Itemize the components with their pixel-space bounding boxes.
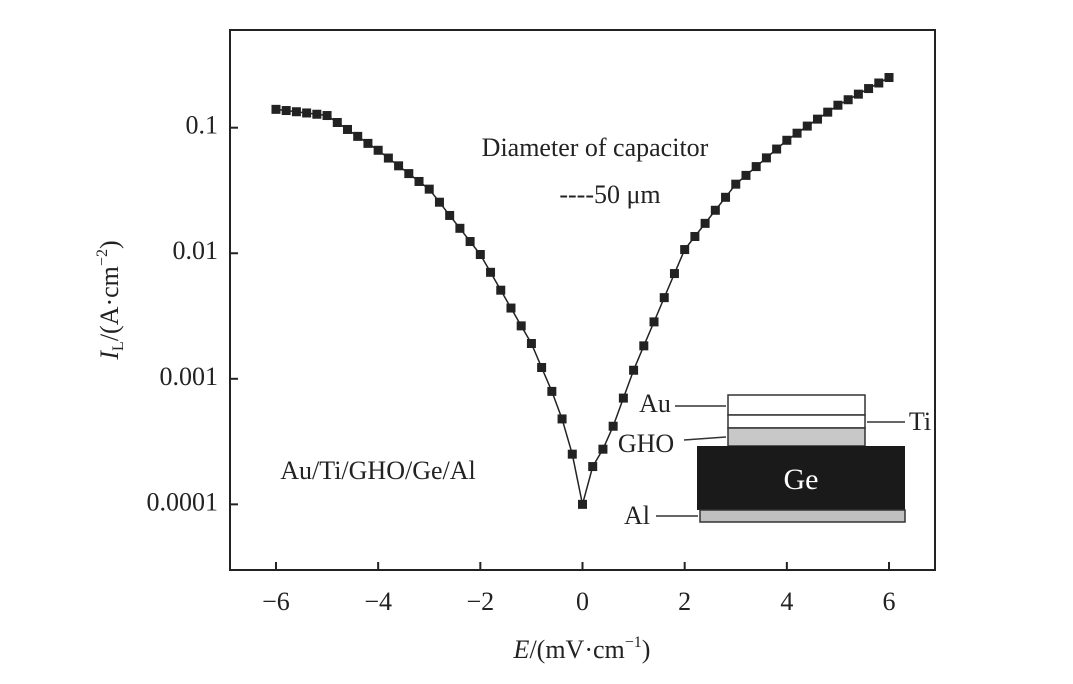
marker xyxy=(608,421,618,431)
marker xyxy=(782,135,792,145)
annotation: Diameter of capacitor xyxy=(482,133,709,162)
marker xyxy=(578,499,587,509)
marker xyxy=(588,462,598,472)
y-tick-label: 0.001 xyxy=(160,362,219,391)
marker xyxy=(516,321,526,331)
marker xyxy=(496,285,506,295)
marker xyxy=(353,131,363,141)
marker xyxy=(445,210,455,220)
annotation: ----50 μm xyxy=(559,180,660,209)
inset-label: Ti xyxy=(909,407,931,436)
marker xyxy=(884,73,894,83)
x-tick-label: −6 xyxy=(262,587,290,616)
marker xyxy=(751,162,761,172)
x-tick-label: 2 xyxy=(678,587,691,616)
marker xyxy=(455,223,465,233)
y-tick-label: 0.1 xyxy=(186,111,219,140)
marker xyxy=(802,121,812,131)
marker xyxy=(404,169,414,179)
marker xyxy=(864,84,874,94)
marker xyxy=(629,365,639,375)
marker xyxy=(557,414,567,424)
marker xyxy=(680,245,690,255)
inset-label: Au xyxy=(639,389,671,418)
marker xyxy=(772,144,782,154)
marker xyxy=(526,339,536,349)
marker xyxy=(486,267,496,277)
marker xyxy=(659,293,669,303)
marker xyxy=(874,78,884,88)
marker xyxy=(761,153,771,163)
marker xyxy=(721,192,731,202)
marker xyxy=(537,363,547,373)
marker xyxy=(271,104,281,114)
marker xyxy=(843,95,853,105)
marker xyxy=(322,111,332,121)
marker xyxy=(710,205,720,215)
al-layer xyxy=(699,509,906,523)
marker xyxy=(690,231,700,241)
ti-layer xyxy=(727,414,866,429)
marker xyxy=(823,107,833,117)
inset-label: GHO xyxy=(618,429,674,458)
x-tick-label: −4 xyxy=(364,587,392,616)
marker xyxy=(792,128,802,138)
x-tick-label: 0 xyxy=(576,587,589,616)
marker xyxy=(312,109,322,119)
marker xyxy=(281,106,291,116)
x-axis-label: E/(mV·cm−1) xyxy=(513,634,651,664)
x-tick-label: 4 xyxy=(780,587,793,616)
inset-label: Al xyxy=(624,501,650,530)
marker xyxy=(813,114,822,124)
au-layer xyxy=(727,394,866,416)
marker xyxy=(383,153,393,163)
marker xyxy=(465,237,475,247)
marker xyxy=(567,449,577,459)
marker xyxy=(475,250,485,260)
marker xyxy=(332,118,342,128)
marker xyxy=(506,303,516,313)
marker xyxy=(373,145,383,155)
gho-layer xyxy=(727,427,866,447)
ge-layer xyxy=(697,446,905,510)
marker xyxy=(291,107,301,117)
marker xyxy=(618,393,628,403)
y-tick-label: 0.01 xyxy=(173,236,219,265)
marker xyxy=(414,176,424,186)
arrow xyxy=(683,436,727,441)
marker xyxy=(598,444,608,454)
marker xyxy=(853,89,863,99)
marker xyxy=(741,170,751,180)
y-axis-label: IL/(A·cm−2) xyxy=(94,240,127,360)
marker xyxy=(547,386,557,396)
x-tick-label: −2 xyxy=(466,587,494,616)
marker xyxy=(731,179,741,189)
marker xyxy=(833,100,843,110)
marker xyxy=(700,218,710,228)
x-tick-label: 6 xyxy=(883,587,896,616)
inset: Au Ti GHO Ge Al xyxy=(618,389,931,530)
marker xyxy=(343,124,352,134)
annotation: Au/Ti/GHO/Ge/Al xyxy=(280,456,476,485)
marker xyxy=(363,138,373,148)
inset-label: Ge xyxy=(784,463,819,496)
y-tick-label: 0.0001 xyxy=(147,487,219,516)
marker xyxy=(434,197,444,207)
marker xyxy=(424,184,434,194)
marker xyxy=(669,269,679,279)
marker xyxy=(649,317,659,327)
marker xyxy=(639,341,649,351)
marker xyxy=(394,161,404,171)
marker xyxy=(302,108,312,118)
